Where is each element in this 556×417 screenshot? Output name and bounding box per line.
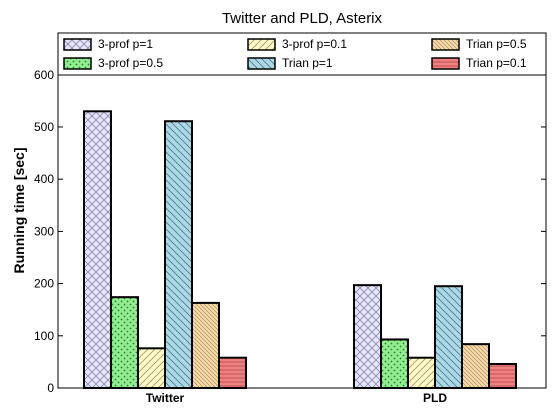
bar-pld-series-4 xyxy=(461,343,490,390)
chart-title: Twitter and PLD, Asterix xyxy=(222,10,383,27)
bar-pld-series-3 xyxy=(434,285,463,389)
legend-box xyxy=(57,32,547,76)
bar-twitter-series-0 xyxy=(83,110,112,389)
y-axis-label: Running time [sec] xyxy=(11,147,27,273)
y-tick-label: 100 xyxy=(34,329,54,343)
bar-pld-series-5 xyxy=(488,362,517,389)
y-tick-label: 400 xyxy=(34,172,54,186)
bar-twitter-series-4 xyxy=(191,301,220,390)
legend-label: 3-prof p=0.1 xyxy=(282,37,347,51)
x-category-label: PLD xyxy=(423,391,447,405)
bar-pld-series-0 xyxy=(353,284,382,390)
legend-label: Trian p=0.1 xyxy=(466,56,527,70)
legend-swatch xyxy=(431,57,460,70)
y-tick-label: 200 xyxy=(34,277,54,291)
bar-twitter-series-3 xyxy=(164,120,193,390)
x-category-label: Twitter xyxy=(146,391,185,405)
y-tick-label: 500 xyxy=(34,120,54,134)
y-axis-ticks: 0 100 200 300 400 500 600 xyxy=(34,68,546,395)
legend: 3-prof p=1 3-prof p=0.5 3-prof p=0.1 Trian … xyxy=(57,32,547,76)
bars-group xyxy=(83,110,517,390)
y-tick-label: 600 xyxy=(34,68,54,82)
legend-label: 3-prof p=0.5 xyxy=(98,56,163,70)
y-tick-label: 0 xyxy=(47,381,54,395)
bar-pld-series-1 xyxy=(380,338,409,389)
bar-twitter-series-5 xyxy=(218,356,247,389)
legend-swatch xyxy=(247,57,276,70)
y-tick-label: 300 xyxy=(34,224,54,238)
bar-twitter-series-2 xyxy=(137,347,166,389)
legend-swatch xyxy=(431,38,460,51)
legend-label: Trian p=1 xyxy=(282,56,333,70)
x-axis-categories: Twitter PLD xyxy=(146,391,448,405)
legend-swatch xyxy=(63,57,92,70)
legend-label: 3-prof p=1 xyxy=(98,37,153,51)
bar-twitter-series-1 xyxy=(110,296,139,390)
legend-label: Trian p=0.5 xyxy=(466,37,527,51)
legend-swatch xyxy=(63,38,92,51)
bar-pld-series-2 xyxy=(407,356,436,389)
legend-swatch xyxy=(247,38,276,51)
